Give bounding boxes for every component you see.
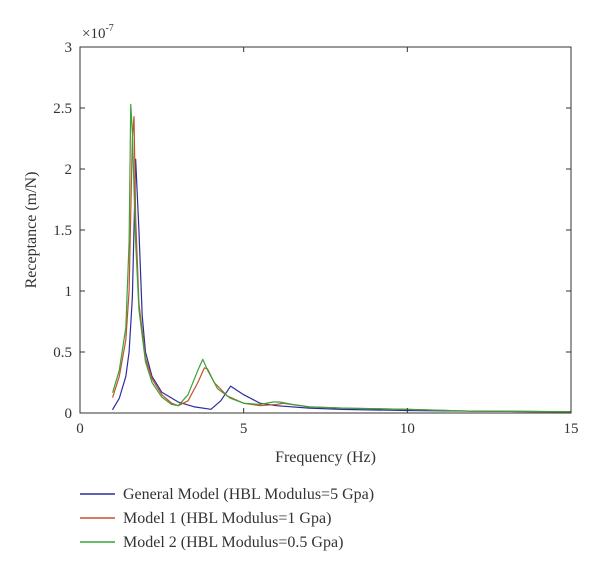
series-line-1 bbox=[112, 158, 572, 413]
legend: General Model (HBL Modulus=5 Gpa) Model 1… bbox=[80, 486, 374, 551]
x-tick-label: 15 bbox=[564, 421, 579, 437]
x-axis: 0 5 10 15 bbox=[76, 47, 579, 437]
legend-label-2: Model 1 (HBL Modulus=1 Gpa) bbox=[123, 510, 331, 527]
plot-lines bbox=[112, 103, 572, 413]
legend-label-3: Model 2 (HBL Modulus=0.5 Gpa) bbox=[123, 534, 343, 551]
legend-label-1: General Model (HBL Modulus=5 Gpa) bbox=[123, 486, 374, 503]
x-tick-label: 0 bbox=[76, 421, 84, 437]
y-tick-label: 1 bbox=[65, 284, 73, 300]
x-axis-label: Frequency (Hz) bbox=[275, 449, 376, 466]
series-line-3 bbox=[112, 103, 572, 413]
y-tick-label: 0 bbox=[65, 406, 73, 422]
y-multiplier-label: ×10-7 bbox=[82, 23, 114, 42]
y-axis-label: Receptance (m/N) bbox=[23, 172, 40, 289]
y-tick-label: 3 bbox=[65, 40, 73, 56]
y-tick-label: 2 bbox=[65, 162, 73, 178]
y-tick-label: 1.5 bbox=[53, 223, 72, 239]
x-tick-label: 10 bbox=[400, 421, 415, 437]
y-tick-label: 0.5 bbox=[53, 345, 72, 361]
y-tick-label: 2.5 bbox=[53, 101, 72, 117]
plot-area bbox=[79, 46, 572, 414]
x-tick-label: 5 bbox=[240, 421, 248, 437]
y-axis: 0 0.5 1 1.5 2 2.5 3 bbox=[53, 40, 571, 422]
